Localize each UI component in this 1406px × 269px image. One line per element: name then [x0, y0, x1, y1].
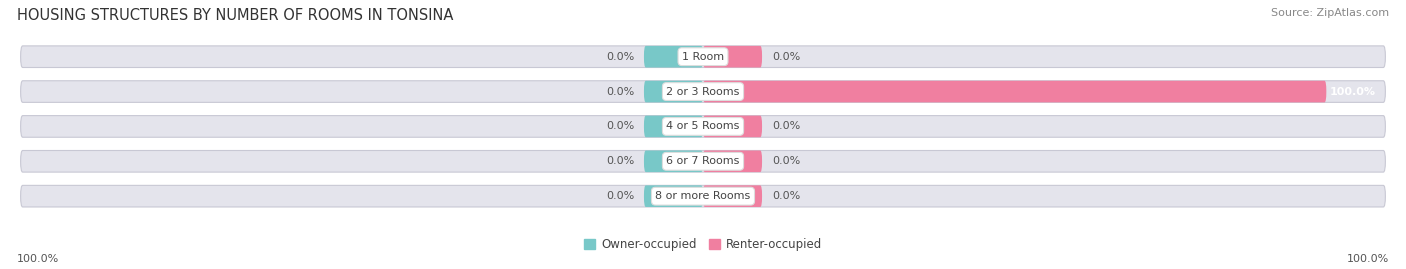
- FancyBboxPatch shape: [703, 46, 762, 68]
- Text: HOUSING STRUCTURES BY NUMBER OF ROOMS IN TONSINA: HOUSING STRUCTURES BY NUMBER OF ROOMS IN…: [17, 8, 453, 23]
- Text: 100.0%: 100.0%: [1330, 87, 1375, 97]
- Text: 0.0%: 0.0%: [606, 156, 634, 166]
- Text: 0.0%: 0.0%: [772, 121, 800, 132]
- FancyBboxPatch shape: [644, 81, 703, 102]
- FancyBboxPatch shape: [703, 81, 1326, 102]
- Text: 0.0%: 0.0%: [606, 191, 634, 201]
- FancyBboxPatch shape: [703, 150, 762, 172]
- Text: 1 Room: 1 Room: [682, 52, 724, 62]
- FancyBboxPatch shape: [703, 185, 762, 207]
- FancyBboxPatch shape: [644, 46, 703, 68]
- FancyBboxPatch shape: [703, 116, 762, 137]
- Text: Source: ZipAtlas.com: Source: ZipAtlas.com: [1271, 8, 1389, 18]
- Text: 2 or 3 Rooms: 2 or 3 Rooms: [666, 87, 740, 97]
- FancyBboxPatch shape: [644, 150, 703, 172]
- Text: 6 or 7 Rooms: 6 or 7 Rooms: [666, 156, 740, 166]
- Text: 0.0%: 0.0%: [772, 156, 800, 166]
- Text: 4 or 5 Rooms: 4 or 5 Rooms: [666, 121, 740, 132]
- Text: 0.0%: 0.0%: [606, 121, 634, 132]
- Text: 100.0%: 100.0%: [17, 254, 59, 264]
- FancyBboxPatch shape: [644, 116, 703, 137]
- FancyBboxPatch shape: [644, 185, 703, 207]
- Legend: Owner-occupied, Renter-occupied: Owner-occupied, Renter-occupied: [579, 234, 827, 256]
- FancyBboxPatch shape: [21, 185, 1385, 207]
- Text: 8 or more Rooms: 8 or more Rooms: [655, 191, 751, 201]
- FancyBboxPatch shape: [21, 46, 1385, 68]
- Text: 0.0%: 0.0%: [772, 191, 800, 201]
- Text: 0.0%: 0.0%: [606, 87, 634, 97]
- FancyBboxPatch shape: [21, 150, 1385, 172]
- Text: 100.0%: 100.0%: [1347, 254, 1389, 264]
- Text: 0.0%: 0.0%: [772, 52, 800, 62]
- FancyBboxPatch shape: [21, 116, 1385, 137]
- FancyBboxPatch shape: [21, 81, 1385, 102]
- Text: 0.0%: 0.0%: [606, 52, 634, 62]
